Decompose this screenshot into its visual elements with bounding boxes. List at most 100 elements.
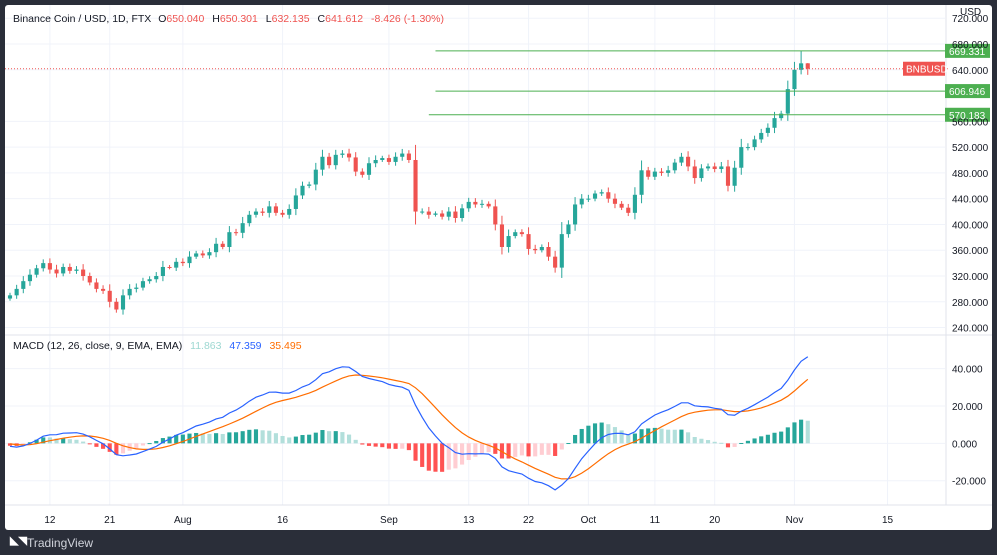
candle-body	[41, 263, 46, 269]
macd-histogram-bar	[553, 443, 558, 456]
macd-histogram-bar	[340, 432, 345, 444]
footer-bar: ◣◥ TradingView	[0, 530, 997, 555]
high-label: H	[212, 13, 220, 25]
macd-histogram-bar	[420, 443, 425, 467]
macd-tick-label: 0.000	[952, 439, 977, 450]
macd-histogram-bar	[659, 428, 664, 444]
macd-histogram-bar	[366, 443, 372, 446]
macd-histogram-bar	[253, 429, 259, 444]
candle-body	[366, 163, 372, 175]
macd-histogram-bar	[287, 437, 292, 444]
candle-body	[553, 256, 558, 268]
candle-body	[732, 167, 737, 186]
time-tick-label: Aug	[174, 515, 192, 526]
candle-body	[214, 243, 219, 253]
macd-label: MACD (12, 26, close, 9, EMA, EMA)	[13, 340, 183, 352]
macd-histogram-bar	[81, 441, 86, 444]
candle-body	[679, 156, 684, 163]
candle-body	[619, 203, 624, 208]
level-tag	[945, 43, 990, 58]
candle-body	[101, 288, 106, 291]
macd-histogram-bar	[313, 432, 318, 444]
price-tick-label: 680.000	[952, 40, 989, 51]
symbol-title: Binance Coin / USD, 1D, FTX	[13, 13, 152, 25]
macd-histogram-bar	[506, 443, 511, 459]
price-tick-label: 720.000	[952, 14, 989, 25]
candle-body	[420, 211, 425, 213]
candle-body	[167, 266, 172, 268]
candle-body	[460, 208, 465, 218]
candle-body	[612, 198, 618, 204]
candle-body	[632, 194, 637, 213]
change-value: -8.426 (-1.30%)	[371, 13, 444, 25]
candle-body	[646, 170, 651, 177]
candle-body	[180, 261, 185, 264]
macd-line-value: 47.359	[229, 340, 262, 352]
low-label: L	[265, 13, 272, 25]
candle-body	[134, 287, 139, 289]
macd-histogram-bar	[739, 442, 744, 444]
macd-histogram-bar	[134, 443, 139, 449]
candle-body	[154, 276, 159, 280]
candle-body	[27, 274, 33, 282]
macd-histogram-bar	[373, 443, 378, 447]
macd-histogram-bar	[679, 429, 684, 444]
macd-histogram-bar	[360, 443, 365, 445]
candle-body	[293, 195, 298, 209]
macd-histogram-bar	[267, 430, 272, 444]
macd-histogram-bar	[386, 443, 391, 449]
macd-histogram-bar	[592, 423, 598, 444]
symbol-header: Binance Coin / USD, 1D, FTX O650.040 H65…	[13, 13, 449, 25]
open-label: O	[158, 13, 167, 25]
macd-histogram-bar	[692, 436, 697, 444]
macd-histogram-bar	[486, 443, 491, 453]
candle-body	[440, 213, 445, 217]
candle-body	[453, 211, 458, 218]
macd-histogram-bar	[433, 443, 438, 472]
macd-histogram-bar	[413, 443, 418, 461]
macd-histogram-bar	[586, 425, 591, 444]
time-tick-label: 15	[882, 515, 894, 526]
candle-body	[779, 113, 784, 119]
macd-histogram-bar	[240, 431, 245, 444]
macd-histogram-bar	[227, 432, 232, 444]
macd-histogram-bar	[805, 420, 810, 444]
macd-histogram-bar	[207, 433, 212, 444]
macd-histogram-bar	[280, 435, 285, 444]
macd-histogram-bar	[666, 429, 671, 444]
candle-body	[699, 168, 704, 179]
macd-tick-label: 40.000	[952, 365, 983, 376]
chart-svg[interactable]: 669.331 606.946 570.183 BNBUSD 240.000 280.00…	[5, 5, 992, 530]
open-value: 650.040	[166, 13, 205, 25]
macd-histogram-bar	[632, 433, 637, 444]
candle-body	[719, 166, 724, 170]
macd-histogram-bar	[579, 428, 584, 444]
macd-histogram-bar	[41, 437, 46, 444]
candle-body	[493, 206, 498, 225]
candle-body	[712, 166, 717, 170]
candle-body	[759, 132, 764, 140]
candle-body	[81, 269, 86, 276]
macd-hist-value: 11.863	[190, 340, 222, 352]
candle-body	[805, 63, 810, 69]
price-tick-label: 360.000	[952, 246, 989, 257]
time-tick-label: Nov	[786, 515, 804, 526]
macd-histogram-bar	[406, 443, 411, 451]
time-tick-label: 16	[277, 515, 289, 526]
candle-body	[386, 158, 391, 162]
macd-histogram-bar	[7, 443, 13, 446]
candle-body	[67, 266, 72, 271]
time-tick-label: 13	[463, 515, 475, 526]
macd-tick-label: 20.000	[952, 402, 983, 413]
level-label: 669.331	[949, 47, 986, 58]
candle-body	[433, 213, 438, 215]
macd-histogram-bar	[752, 438, 757, 444]
candle-body	[413, 160, 418, 212]
candle-body	[160, 266, 165, 276]
footer-brand: TradingView	[27, 536, 94, 550]
candle-body	[486, 203, 491, 207]
tradingview-logo-icon[interactable]: ◣◥	[10, 535, 27, 547]
time-tick-label: Oct	[581, 515, 597, 526]
candle-body	[519, 232, 524, 235]
candle-body	[686, 156, 691, 167]
